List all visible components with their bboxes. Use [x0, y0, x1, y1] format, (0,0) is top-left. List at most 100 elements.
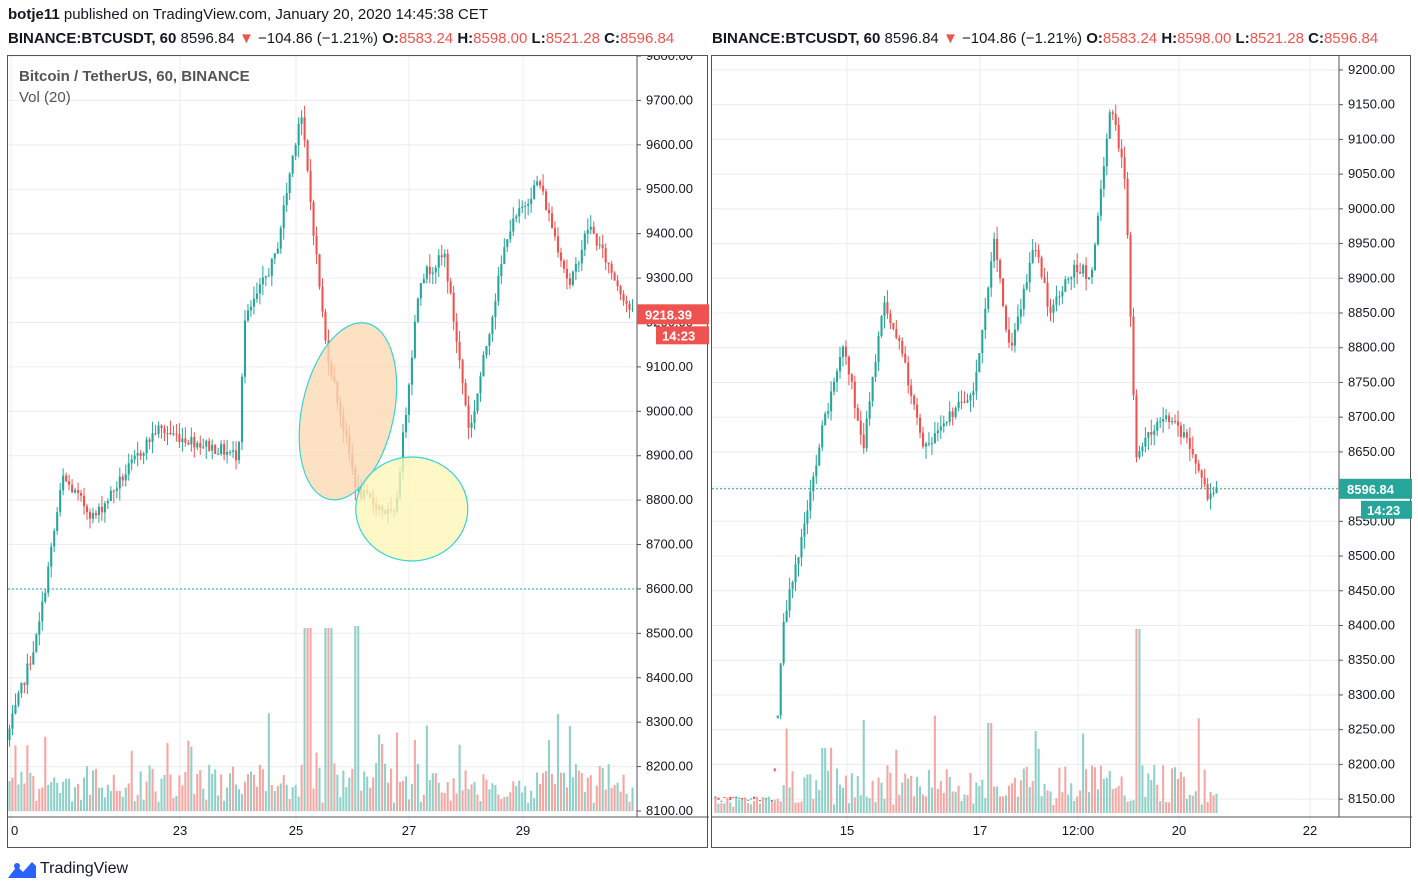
candle-body [841, 346, 845, 357]
candle-body [1188, 437, 1191, 449]
volume-bar [1016, 796, 1019, 813]
volume-bar [592, 802, 595, 811]
candle-body [497, 276, 500, 302]
chart-panel-right[interactable]: 8150.00 8200.00 8250.00 8300.00 8350.00 8400.… [711, 55, 1412, 849]
candle-body [455, 321, 458, 342]
y-tick-label: 8700.00 [1348, 409, 1395, 424]
down-arrow-icon: ▼ [942, 30, 958, 47]
candle-body [488, 334, 491, 346]
volume-bar [291, 787, 294, 811]
candle-body [32, 652, 35, 665]
volume-bar [211, 773, 214, 811]
volume-bar [898, 794, 901, 813]
volume-bar [44, 736, 47, 811]
candle-body [1022, 288, 1025, 310]
candle-body [1040, 257, 1043, 278]
volume-bar [1028, 787, 1031, 813]
volume-bar [97, 787, 100, 811]
volume-bar [258, 764, 261, 811]
volume-bar [324, 628, 327, 811]
candle-body [753, 796, 756, 800]
candle-body [999, 259, 1002, 279]
candle-body [844, 346, 847, 357]
volume-bar [327, 628, 330, 811]
candle-body [895, 328, 898, 338]
volume-bar [300, 764, 303, 811]
candle-body [109, 490, 112, 502]
candle-body [625, 300, 628, 304]
candle-body [133, 455, 136, 460]
volume-bar [452, 778, 455, 811]
volume-bar [975, 782, 978, 813]
low-label: L: [531, 30, 546, 47]
candle-body [809, 491, 812, 511]
volume-bar [1052, 804, 1055, 813]
volume-bar [434, 773, 437, 811]
x-tick-label: 12:00 [1062, 823, 1095, 838]
volume-bar [488, 789, 491, 811]
candle-body [53, 530, 56, 547]
volume-bar [473, 782, 476, 811]
volume-bar [960, 801, 963, 813]
candle-body [580, 249, 583, 264]
candle-body [94, 513, 97, 516]
candle-body [954, 407, 957, 417]
candle-body [1138, 451, 1141, 458]
volume-bar [410, 783, 413, 811]
candle-body [97, 506, 100, 516]
volume-bar [68, 778, 71, 811]
chart-svg-right[interactable]: 8150.00 8200.00 8250.00 8300.00 8350.00 8400.… [712, 56, 1412, 849]
candle-body [604, 248, 607, 263]
volume-bar [333, 763, 336, 811]
volume-bar [1090, 765, 1094, 813]
volume-bar [59, 793, 62, 811]
candle-body [1171, 421, 1174, 423]
x-tick-label: 29 [516, 823, 530, 838]
candle-body [1111, 112, 1114, 115]
volume-bar [160, 778, 163, 811]
chart-panel-left[interactable]: 8100.00 8200.00 8300.00 8400.00 8500.00 8600.… [7, 55, 709, 849]
candle-body [85, 506, 89, 513]
low-label: L: [1235, 30, 1250, 47]
volume-bar [850, 773, 853, 813]
volume-bar [139, 771, 142, 811]
volume-bar [497, 794, 500, 811]
candle-body [559, 252, 563, 261]
volume-bar [476, 794, 479, 811]
volume-bar [545, 771, 548, 811]
volume-bar [494, 785, 497, 811]
candle-body [41, 601, 44, 622]
volume-bar [506, 796, 509, 811]
volume-bar [1096, 789, 1099, 813]
candle-body [924, 443, 928, 447]
volume-bar [818, 790, 821, 813]
candle-body [1052, 304, 1055, 313]
volume-bar [118, 790, 121, 811]
volume-bar [779, 801, 782, 813]
volume-bar [208, 764, 211, 811]
volume-bar [1002, 796, 1005, 813]
volume-bar [1025, 766, 1028, 813]
volume-bar [217, 795, 220, 811]
brand-name: TradingView [40, 860, 129, 877]
volume-bar [404, 776, 408, 811]
volume-bar [187, 740, 190, 811]
chart-legend-title: Bitcoin / TetherUS, 60, BINANCE [19, 68, 250, 85]
candle-body [312, 202, 315, 236]
chart-svg-left[interactable]: 8100.00 8200.00 8300.00 8400.00 8500.00 8600.… [8, 56, 709, 849]
volume-bar [1188, 795, 1191, 813]
volume-bar [136, 794, 139, 811]
volume-bar [345, 787, 348, 811]
volume-bar [398, 782, 402, 811]
candle-body [79, 492, 83, 496]
published-text: published on TradingView.com, January 20… [63, 6, 489, 23]
volume-bar [758, 803, 761, 813]
candle-body [936, 430, 939, 434]
volume-bar [428, 780, 431, 811]
volume-bar [1212, 795, 1215, 813]
volume-bar [966, 794, 969, 813]
volume-bar [553, 784, 557, 811]
candle-body [491, 317, 494, 335]
candle-body [246, 310, 250, 321]
y-tick-label: 8750.00 [1348, 374, 1395, 389]
